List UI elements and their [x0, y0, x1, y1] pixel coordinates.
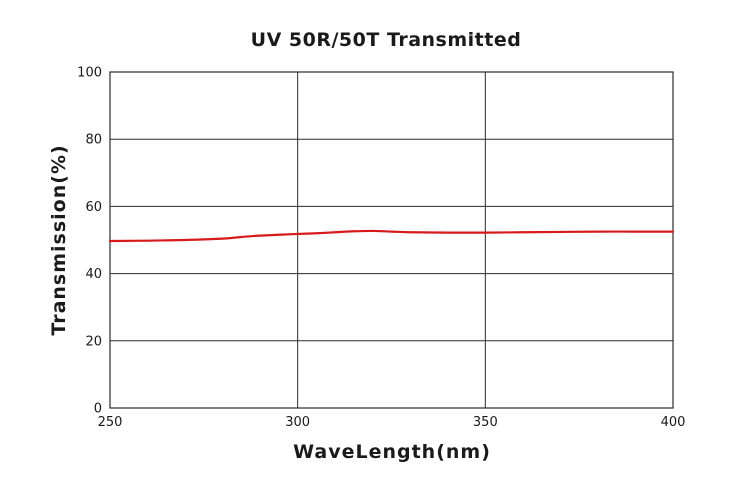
chart-title: UV 50R/50T Transmitted [251, 29, 522, 51]
grid-lines [110, 72, 673, 408]
x-tick-label: 350 [473, 415, 498, 430]
y-tick-label: 40 [85, 267, 102, 282]
y-tick-label: 0 [94, 402, 102, 417]
x-tick-label: 250 [98, 415, 123, 430]
x-tick-label: 300 [285, 415, 310, 430]
x-tick-labels: 250 300 350 400 [98, 415, 686, 430]
x-tick-label: 400 [661, 415, 686, 430]
x-axis-label: WaveLength(nm) [293, 441, 491, 463]
transmission-series-line [108, 229, 675, 243]
y-tick-label: 60 [85, 200, 102, 215]
y-tick-label: 80 [85, 133, 102, 148]
series-layer [108, 229, 675, 243]
y-axis-label: Transmission(%) [48, 144, 70, 335]
y-tick-labels: 0 20 40 60 80 100 [77, 66, 102, 417]
y-tick-label: 100 [77, 66, 102, 81]
y-tick-label: 20 [85, 334, 102, 349]
